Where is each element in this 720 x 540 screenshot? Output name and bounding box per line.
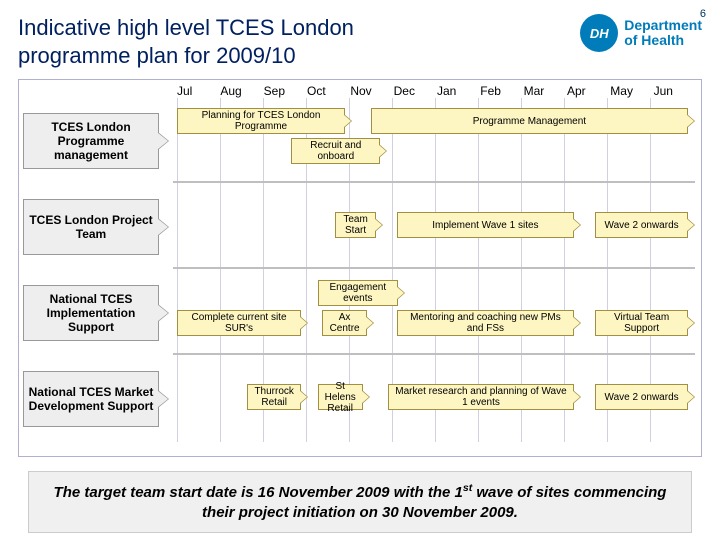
gantt-area: Engagement events Complete current site S… bbox=[173, 270, 697, 355]
month-label: Mar bbox=[524, 84, 567, 98]
month-label: Oct bbox=[307, 84, 350, 98]
gantt-bar: Ax Centre bbox=[322, 310, 367, 336]
page-title: Indicative high level TCES London progra… bbox=[18, 14, 438, 69]
gantt-bar: St Helens Retail bbox=[318, 384, 363, 410]
logo-text: Department of Health bbox=[624, 18, 702, 49]
gantt-bar: Implement Wave 1 sites bbox=[397, 212, 574, 238]
month-label: Dec bbox=[394, 84, 437, 98]
gantt-bar: Thurrock Retail bbox=[247, 384, 301, 410]
gantt-bar: Planning for TCES London Programme bbox=[177, 108, 345, 134]
logo-mark: DH bbox=[580, 14, 618, 52]
workstream-label: National TCES Implementation Support bbox=[23, 285, 159, 341]
workstream-row: National TCES Market Development Support… bbox=[23, 356, 697, 442]
logo-line2: of Health bbox=[624, 33, 702, 48]
dh-logo: DH Department of Health bbox=[580, 14, 702, 52]
month-header: JulAugSepOctNovDecJanFebMarAprMayJun bbox=[177, 84, 697, 98]
gantt-bar: Programme Management bbox=[371, 108, 689, 134]
month-label: Apr bbox=[567, 84, 610, 98]
gantt-area: Planning for TCES London Programme Progra… bbox=[173, 98, 697, 183]
header: Indicative high level TCES London progra… bbox=[18, 14, 702, 69]
gantt-bar: Mentoring and coaching new PMs and FSs bbox=[397, 310, 574, 336]
month-label: May bbox=[610, 84, 653, 98]
workstream-label: TCES London Programme management bbox=[23, 113, 159, 169]
footer-note: The target team start date is 16 Novembe… bbox=[28, 471, 692, 533]
month-label: Jul bbox=[177, 84, 220, 98]
workstream-rows: TCES London Programme managementPlanning… bbox=[23, 98, 697, 442]
page-number: 6 bbox=[700, 8, 706, 20]
workstream-row: National TCES Implementation SupportEnga… bbox=[23, 270, 697, 356]
gantt-bar: Team Start bbox=[335, 212, 375, 238]
gantt-area: Thurrock Retail St Helens Retail Market re… bbox=[173, 356, 697, 441]
gantt-bar: Engagement events bbox=[318, 280, 398, 306]
month-label: Feb bbox=[480, 84, 523, 98]
gantt-bar: Wave 2 onwards bbox=[595, 384, 688, 410]
gantt-bar: Market research and planning of Wave 1 e… bbox=[388, 384, 574, 410]
month-label: Aug bbox=[220, 84, 263, 98]
workstream-row: TCES London Project Team Team Start Implem… bbox=[23, 184, 697, 270]
gantt-bar: Wave 2 onwards bbox=[595, 212, 688, 238]
gantt-bar: Virtual Team Support bbox=[595, 310, 688, 336]
workstream-label: TCES London Project Team bbox=[23, 199, 159, 255]
gantt-bar: Recruit and onboard bbox=[291, 138, 380, 164]
gantt-chart: JulAugSepOctNovDecJanFebMarAprMayJun TCE… bbox=[18, 79, 702, 457]
workstream-row: TCES London Programme managementPlanning… bbox=[23, 98, 697, 184]
month-label: Sep bbox=[264, 84, 307, 98]
logo-line1: Department bbox=[624, 18, 702, 33]
workstream-label: National TCES Market Development Support bbox=[23, 371, 159, 427]
gantt-bar: Complete current site SUR's bbox=[177, 310, 301, 336]
month-label: Nov bbox=[350, 84, 393, 98]
month-label: Jan bbox=[437, 84, 480, 98]
month-label: Jun bbox=[654, 84, 697, 98]
gantt-area: Team Start Implement Wave 1 sites Wave 2 o… bbox=[173, 184, 697, 269]
